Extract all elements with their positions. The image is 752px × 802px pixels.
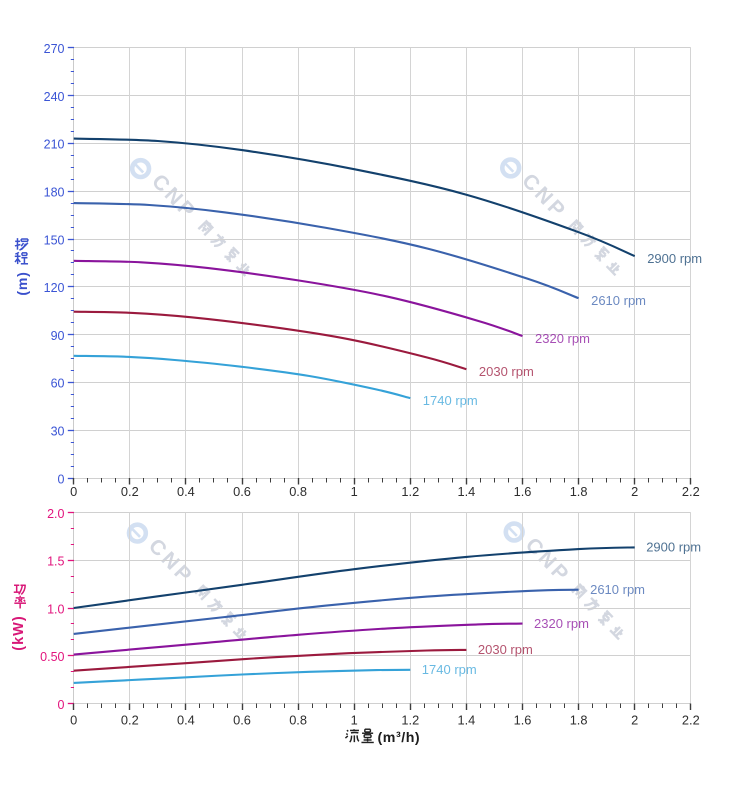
svg-text:1.4: 1.4 bbox=[458, 484, 476, 499]
svg-text:0: 0 bbox=[58, 472, 65, 486]
svg-text:1.5: 1.5 bbox=[47, 555, 64, 569]
svg-text:2610 rpm: 2610 rpm bbox=[591, 293, 646, 308]
svg-text:0.2: 0.2 bbox=[121, 713, 139, 728]
svg-text:0.6: 0.6 bbox=[233, 713, 251, 728]
svg-text:0: 0 bbox=[58, 698, 65, 712]
svg-text:1: 1 bbox=[351, 484, 358, 499]
svg-text:2: 2 bbox=[631, 484, 638, 499]
svg-text:1.8: 1.8 bbox=[570, 713, 588, 728]
svg-text:1.4: 1.4 bbox=[458, 713, 476, 728]
svg-text:2: 2 bbox=[631, 713, 638, 728]
svg-text:0.2: 0.2 bbox=[121, 484, 139, 499]
svg-text:2.2: 2.2 bbox=[682, 713, 700, 728]
svg-text:210: 210 bbox=[44, 138, 65, 152]
svg-text:0.50: 0.50 bbox=[40, 650, 64, 664]
svg-text:1.6: 1.6 bbox=[514, 484, 532, 499]
svg-text:0.6: 0.6 bbox=[233, 484, 251, 499]
svg-text:90: 90 bbox=[51, 329, 65, 343]
svg-text:2900 rpm: 2900 rpm bbox=[647, 251, 702, 266]
svg-text:1.2: 1.2 bbox=[401, 713, 419, 728]
svg-text:2900 rpm: 2900 rpm bbox=[646, 540, 701, 555]
svg-text:60: 60 bbox=[51, 377, 65, 391]
svg-text:1740 rpm: 1740 rpm bbox=[422, 662, 477, 677]
svg-text:0: 0 bbox=[70, 713, 77, 728]
svg-text:270: 270 bbox=[44, 42, 65, 56]
svg-text:0.8: 0.8 bbox=[289, 713, 307, 728]
svg-text:2.2: 2.2 bbox=[682, 484, 700, 499]
svg-text:1740 rpm: 1740 rpm bbox=[423, 393, 478, 408]
svg-text:2320 rpm: 2320 rpm bbox=[535, 331, 590, 346]
svg-text:0.8: 0.8 bbox=[289, 484, 307, 499]
svg-text:2030 rpm: 2030 rpm bbox=[478, 642, 533, 657]
svg-text:2320 rpm: 2320 rpm bbox=[534, 616, 589, 631]
svg-text:0: 0 bbox=[70, 484, 77, 499]
svg-text:(m³/h): (m³/h) bbox=[378, 730, 421, 746]
svg-text:(m): (m) bbox=[14, 271, 30, 295]
svg-text:2610 rpm: 2610 rpm bbox=[590, 582, 645, 597]
svg-text:1: 1 bbox=[351, 713, 358, 728]
svg-text:0.4: 0.4 bbox=[177, 713, 195, 728]
svg-text:150: 150 bbox=[44, 233, 65, 247]
svg-text:120: 120 bbox=[44, 281, 65, 295]
svg-text:1.2: 1.2 bbox=[401, 484, 419, 499]
svg-text:(kW): (kW) bbox=[11, 615, 27, 650]
svg-text:2030 rpm: 2030 rpm bbox=[479, 364, 534, 379]
svg-text:30: 30 bbox=[51, 425, 65, 439]
svg-text:1.0: 1.0 bbox=[47, 602, 64, 616]
svg-text:180: 180 bbox=[44, 186, 65, 200]
svg-text:1.6: 1.6 bbox=[514, 713, 532, 728]
svg-text:2.0: 2.0 bbox=[47, 507, 64, 521]
svg-text:240: 240 bbox=[44, 90, 65, 104]
svg-text:1.8: 1.8 bbox=[570, 484, 588, 499]
svg-text:0.4: 0.4 bbox=[177, 484, 195, 499]
